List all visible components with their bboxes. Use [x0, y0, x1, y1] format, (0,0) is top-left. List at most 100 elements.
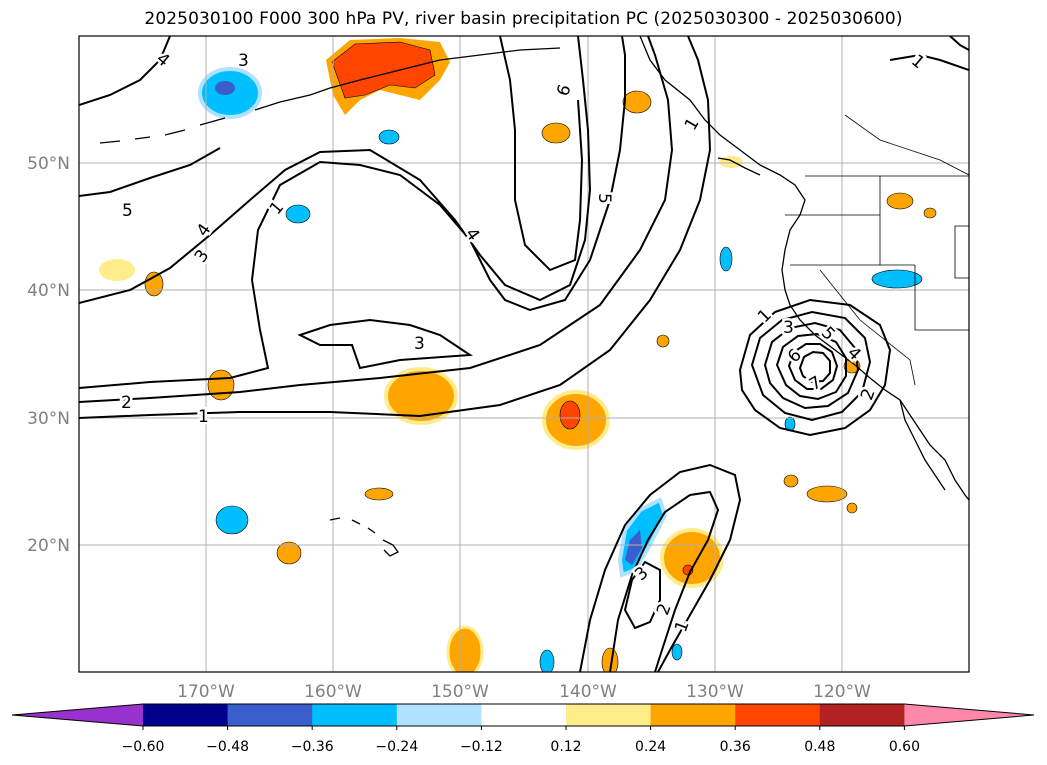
pv-contour-3 — [79, 36, 626, 389]
pv-contour-ring — [750, 310, 872, 422]
precip-negative-south — [539, 649, 555, 672]
pv-contour-4 — [79, 36, 592, 304]
colorbar-segment — [143, 704, 229, 726]
colorbar-tick-label: 0.36 — [720, 739, 751, 755]
hawaii-islands — [329, 517, 399, 557]
colorbar-tick-label: −0.48 — [206, 739, 249, 755]
lon-label: 130°W — [686, 682, 744, 702]
alaska-canada-border — [844, 114, 969, 176]
precip-strong-alaska — [331, 41, 436, 99]
lon-label: 140°W — [559, 682, 617, 702]
precip-positive-small — [656, 334, 670, 348]
lon-label: 150°W — [431, 682, 489, 702]
pv-contour-ring — [787, 343, 839, 390]
map-title: 2025030100 F000 300 hPa PV, river basin … — [144, 9, 903, 29]
vancouver-island — [717, 157, 761, 176]
colorbar-segment — [227, 704, 313, 726]
precip-positive-small — [783, 474, 799, 488]
precip-positive-subtropic — [660, 528, 724, 588]
pv-contour-ring — [798, 350, 831, 384]
pv-contour-ring — [775, 332, 847, 401]
precip-positive-south — [601, 647, 619, 672]
colorbar-tick-label: −0.24 — [375, 739, 418, 755]
pv-contour-subtropic — [579, 463, 742, 672]
precip-positive-south — [446, 625, 484, 672]
lat-label: 50°N — [27, 154, 70, 174]
pv-label: 5 — [122, 201, 133, 221]
colorbar-outline — [11, 703, 1035, 727]
colorbar-segment — [312, 704, 398, 726]
lon-label: 160°W — [304, 682, 362, 702]
pv-contours — [79, 36, 969, 672]
pv-contour-5 — [79, 36, 584, 272]
pv-label: 2 — [121, 393, 132, 413]
pv-label: 3 — [238, 51, 249, 71]
precip-negative-small — [285, 204, 311, 224]
colorbar-segment — [819, 704, 905, 726]
pv-contour-2 — [79, 36, 674, 403]
north-america-coast — [639, 36, 969, 501]
pv-contour-subtropic — [609, 490, 720, 672]
colorbar-segment — [566, 704, 652, 726]
colorbar-ticks — [142, 726, 905, 730]
longitude-labels: 170°W 160°W 150°W 140°W 130°W 120°W — [177, 682, 871, 702]
coastlines — [99, 36, 969, 557]
state-border — [914, 265, 969, 331]
aleutian-islands — [99, 117, 226, 144]
precip-positive-small — [364, 487, 394, 501]
map-frame — [78, 35, 970, 673]
precip-negative-small — [378, 129, 400, 145]
precip-positive-small — [846, 502, 858, 514]
colorbar-tick-labels: −0.60 −0.48 −0.36 −0.24 −0.12 0.12 0.24 … — [122, 739, 920, 755]
colorbar-tick-label: −0.12 — [460, 739, 503, 755]
pv-label: 5 — [594, 193, 614, 204]
pv-contour-ring — [763, 321, 860, 410]
precip-positive-small — [923, 207, 937, 219]
map-background — [79, 36, 969, 672]
baja-california-coast — [899, 399, 946, 491]
colorbar-segment — [396, 704, 482, 726]
precip-positive-small — [806, 485, 848, 503]
colorbar-extension-high — [904, 704, 1034, 726]
colorbar-extension-low — [12, 704, 143, 726]
state-border — [954, 225, 969, 279]
alaska-aleutian-coast — [254, 47, 561, 111]
precip-negative-aleutian-core — [215, 81, 235, 95]
colorbar-segment — [735, 704, 821, 726]
colorbar: −0.60 −0.48 −0.36 −0.24 −0.12 0.12 0.24 … — [11, 703, 1035, 755]
precip-positive-small — [207, 369, 235, 401]
lon-label: 120°W — [813, 682, 871, 702]
colorbar-tick-label: 0.24 — [635, 739, 666, 755]
precip-strong-central — [559, 400, 581, 430]
pv-contour-1 — [79, 36, 712, 419]
political-borders — [785, 114, 969, 386]
pv-contour-4-north — [79, 36, 171, 106]
lat-label: 40°N — [27, 281, 70, 301]
precip-negative-small — [215, 505, 249, 535]
colorbar-segment — [650, 704, 736, 726]
pv-contour-1-north — [889, 53, 969, 71]
colorbar-segment — [481, 704, 567, 726]
pv-contour-2-north — [949, 36, 969, 51]
precip-positive-small — [276, 541, 302, 565]
precipitation-shading — [99, 38, 937, 672]
colorbar-tick-label: −0.60 — [122, 739, 165, 755]
lat-label: 20°N — [27, 536, 70, 556]
precip-positive-small — [541, 122, 571, 144]
lat-label: 30°N — [27, 409, 70, 429]
precip-positive-small — [99, 259, 135, 281]
precip-negative-small — [719, 246, 733, 272]
latitude-labels: 50°N 40°N 30°N 20°N — [27, 154, 70, 556]
precip-negative-california — [871, 269, 923, 289]
precip-positive-central — [384, 367, 458, 425]
precip-positive-small — [622, 90, 652, 114]
precip-negative-subtropic-core — [625, 530, 642, 565]
pv-contour-3-inner — [297, 318, 473, 370]
pv-label: 1 — [198, 407, 209, 427]
colorbar-tick-label: −0.36 — [291, 739, 334, 755]
colorbar-tick-label: 0.12 — [550, 739, 581, 755]
precip-positive-small — [719, 156, 743, 168]
precip-positive-small — [144, 271, 164, 297]
pv-label: 3 — [414, 334, 425, 354]
